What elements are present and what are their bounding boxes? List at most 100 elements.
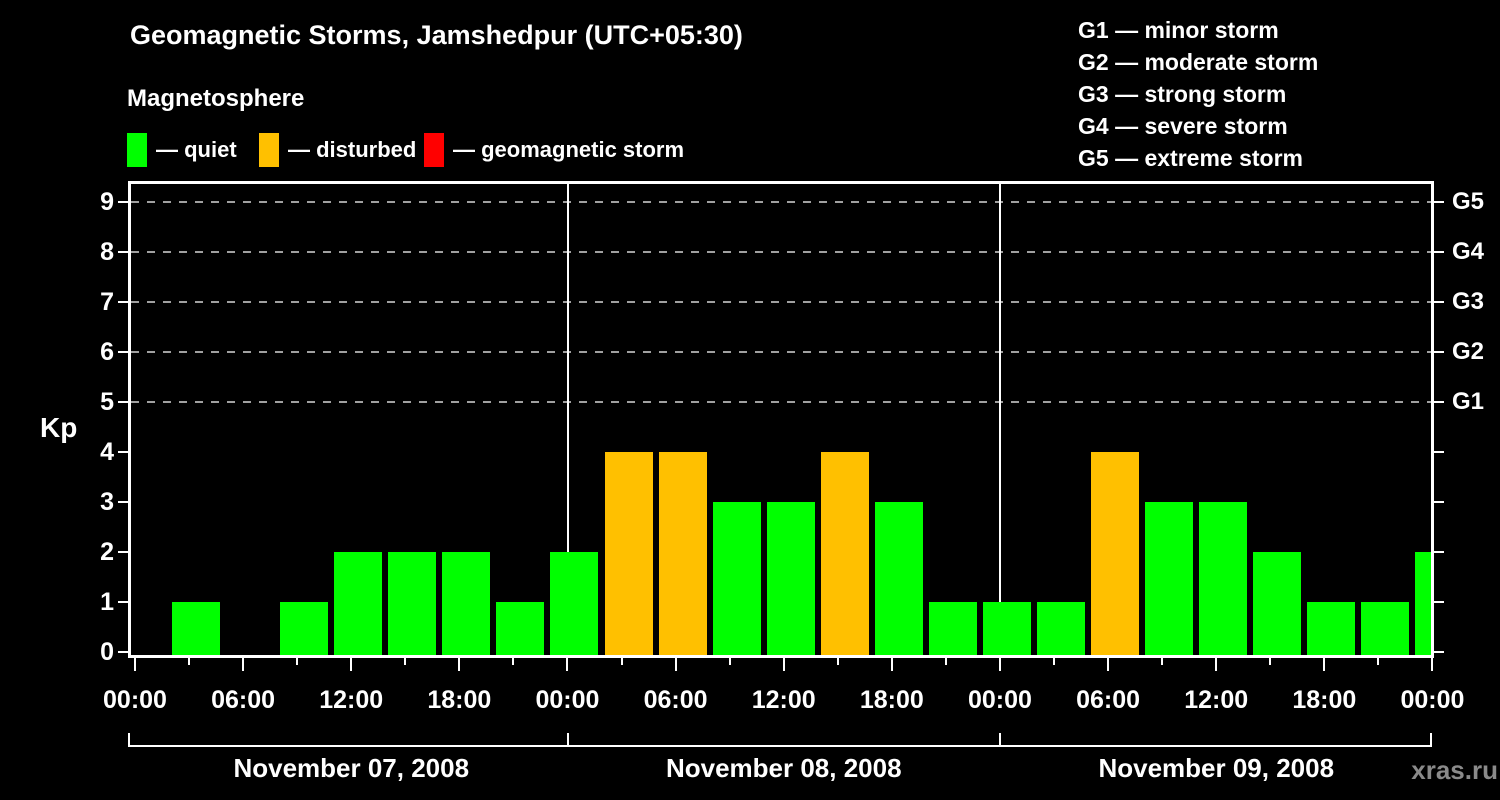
legend-swatch-geomagnetic-storm bbox=[424, 133, 444, 167]
legend-item-label: — disturbed bbox=[288, 137, 417, 162]
x-tick bbox=[1215, 658, 1218, 671]
kp-bar bbox=[1199, 501, 1248, 655]
x-tick-label: 00:00 bbox=[967, 686, 1032, 714]
x-tick bbox=[728, 658, 731, 665]
g-level-label: G4 bbox=[1452, 237, 1485, 265]
right-tick bbox=[1432, 200, 1444, 203]
x-tick-label: 18:00 bbox=[1292, 686, 1357, 714]
kp-bar bbox=[658, 451, 707, 655]
kp-bar bbox=[1037, 601, 1086, 655]
kp-bar bbox=[1307, 601, 1356, 655]
kp-gridline bbox=[131, 350, 1431, 353]
kp-gridline bbox=[131, 400, 1431, 403]
y-tick bbox=[118, 450, 130, 453]
y-tick-label: 4 bbox=[100, 437, 114, 466]
right-tick bbox=[1432, 600, 1444, 603]
kp-bar bbox=[1253, 551, 1302, 655]
x-tick bbox=[242, 658, 245, 671]
x-tick-label: 00:00 bbox=[1400, 686, 1465, 714]
x-tick bbox=[998, 658, 1001, 671]
storm-scale-row: G2 — moderate storm bbox=[1078, 49, 1319, 75]
x-tick-label: 12:00 bbox=[1184, 686, 1249, 714]
x-tick bbox=[1053, 658, 1056, 665]
y-tick-label: 5 bbox=[100, 387, 114, 416]
legend-item-quiet: — quiet bbox=[127, 133, 237, 167]
day-separator bbox=[999, 184, 1001, 655]
y-tick-label: 8 bbox=[100, 237, 114, 266]
x-tick-label: 12:00 bbox=[751, 686, 816, 714]
x-tick bbox=[512, 658, 515, 665]
kp-bar bbox=[280, 601, 329, 655]
x-tick bbox=[836, 658, 839, 665]
x-tick-label: 00:00 bbox=[103, 686, 167, 714]
right-tick bbox=[1432, 550, 1444, 553]
right-tick bbox=[1432, 350, 1444, 353]
right-tick bbox=[1432, 400, 1444, 403]
kp-bar bbox=[496, 601, 545, 655]
right-tick bbox=[1432, 650, 1444, 653]
y-tick-label: 7 bbox=[100, 287, 114, 316]
day-separator bbox=[566, 184, 569, 655]
g-level-label: G2 bbox=[1452, 337, 1485, 365]
kp-bar bbox=[820, 451, 869, 655]
kp-bar bbox=[1361, 601, 1410, 655]
y-tick bbox=[118, 350, 130, 353]
date-label: November 07, 2008 bbox=[233, 753, 470, 783]
y-tick-label: 3 bbox=[100, 487, 114, 516]
x-tick bbox=[620, 658, 623, 665]
y-tick bbox=[118, 650, 130, 653]
storm-scale-row: G1 — minor storm bbox=[1078, 17, 1279, 43]
x-tick-label: 12:00 bbox=[319, 686, 384, 714]
x-tick bbox=[1323, 658, 1326, 671]
date-bracket-riser bbox=[999, 733, 1001, 745]
right-tick bbox=[1432, 500, 1444, 503]
date-bracket-line bbox=[128, 745, 1432, 747]
x-tick-label: 06:00 bbox=[643, 686, 708, 714]
x-tick bbox=[890, 658, 893, 671]
kp-gridline bbox=[131, 300, 1431, 303]
x-tick-label: 18:00 bbox=[859, 686, 924, 714]
kp-bar bbox=[550, 551, 599, 655]
y-tick bbox=[118, 500, 130, 503]
legend-item-label: — quiet bbox=[156, 137, 237, 162]
y-tick-label: 9 bbox=[100, 187, 114, 216]
date-bracket-riser bbox=[566, 733, 569, 745]
legend-swatch-disturbed bbox=[259, 133, 279, 167]
x-tick bbox=[188, 658, 191, 665]
date-bracket-riser bbox=[1430, 733, 1432, 745]
storm-scale-row: G3 — strong storm bbox=[1078, 81, 1287, 107]
kp-bar bbox=[766, 501, 815, 655]
x-tick bbox=[404, 658, 407, 665]
legend-item-geomagnetic-storm: — geomagnetic storm bbox=[424, 133, 684, 167]
x-tick bbox=[1431, 658, 1434, 671]
kp-bar bbox=[442, 551, 491, 655]
plot-area bbox=[131, 184, 1431, 655]
x-tick bbox=[1161, 658, 1164, 665]
kp-bar bbox=[1091, 451, 1140, 655]
x-tick bbox=[350, 658, 353, 671]
kp-bar bbox=[712, 501, 761, 655]
x-tick bbox=[296, 658, 299, 665]
right-tick bbox=[1432, 300, 1444, 303]
chart-subtitle: Magnetosphere bbox=[127, 85, 305, 112]
kp-bar bbox=[388, 551, 437, 655]
date-label: November 08, 2008 bbox=[665, 753, 902, 783]
x-tick-label: 18:00 bbox=[427, 686, 492, 714]
y-tick-label: 2 bbox=[100, 537, 114, 566]
g-level-label: G3 bbox=[1452, 287, 1485, 315]
kp-bar bbox=[928, 601, 977, 655]
kp-bar bbox=[982, 601, 1031, 655]
kp-gridline bbox=[131, 200, 1431, 203]
storm-scale-row: G5 — extreme storm bbox=[1078, 145, 1303, 171]
kp-gridline bbox=[131, 250, 1431, 253]
x-tick bbox=[1107, 658, 1110, 671]
kp-bar bbox=[1145, 501, 1194, 655]
x-tick bbox=[674, 658, 677, 671]
legend-item-disturbed: — disturbed bbox=[259, 133, 416, 167]
kp-bar bbox=[334, 551, 383, 655]
x-tick-label: 00:00 bbox=[535, 686, 600, 714]
kp-bar bbox=[604, 451, 653, 655]
legend-swatch-quiet bbox=[127, 133, 147, 167]
kp-bar bbox=[1415, 551, 1431, 655]
y-tick bbox=[118, 400, 130, 403]
